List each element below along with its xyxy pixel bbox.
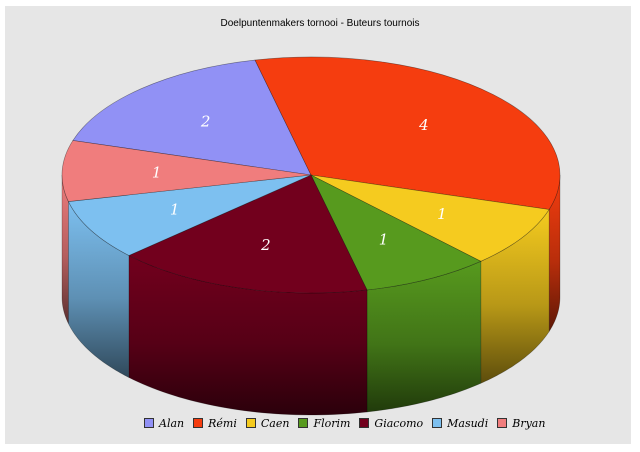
legend-item-caen: Caen [245, 416, 290, 430]
slice-top-florim [310, 174, 482, 291]
slice-top-caen [310, 174, 550, 262]
legend-swatch [298, 418, 309, 428]
legend-swatch [245, 418, 256, 428]
slice-top-alan [72, 59, 312, 176]
slice-top-giacomo [128, 174, 368, 294]
legend-swatch [432, 418, 443, 428]
legend-label: Masudi [447, 416, 489, 430]
legend-label: Florim [313, 416, 351, 430]
value-label-bryan: 1 [152, 163, 162, 181]
legend-label: Alan [159, 416, 185, 430]
slice-top-masudi [67, 174, 312, 256]
value-label-alan: 2 [200, 113, 211, 131]
legend-label: Caen [260, 416, 290, 430]
chart-title: Doelpuntenmakers tornooi - Buteurs tourn… [220, 18, 420, 29]
legend-label: Rémi [208, 416, 237, 430]
legend-item-bryan: Bryan [497, 417, 545, 430]
legend-swatch [193, 418, 204, 428]
legend-item-alan: Alan [144, 417, 184, 430]
slice-labels: 2 4 1 1 2 1 1 [152, 113, 447, 255]
legend-item-masudi: Masudi [432, 417, 488, 430]
slice-top-remi [254, 56, 561, 210]
legend-swatch [497, 418, 508, 428]
value-label-giacomo: 2 [260, 236, 271, 254]
value-label-masudi: 1 [170, 200, 180, 218]
value-label-florim: 1 [379, 231, 389, 249]
value-label-remi: 4 [418, 116, 429, 134]
legend-item-florim: Florim [298, 417, 350, 430]
legend-item-remi: Rémi [193, 417, 237, 430]
value-label-caen: 1 [437, 205, 447, 223]
legend-label: Giacomo [374, 416, 424, 430]
legend-swatch [359, 418, 370, 428]
legend-swatch [144, 418, 154, 428]
legend-label: Bryan [512, 416, 546, 430]
slice-side-bryan [61, 175, 69, 324]
pie-sides [61, 174, 561, 416]
legend-item-giacomo: Giacomo [359, 417, 423, 430]
legend: Alan Rémi Caen Florim Giacomo Masudi Bryan [144, 415, 584, 431]
slice-top-bryan [61, 140, 312, 202]
pie-tops [61, 56, 561, 294]
